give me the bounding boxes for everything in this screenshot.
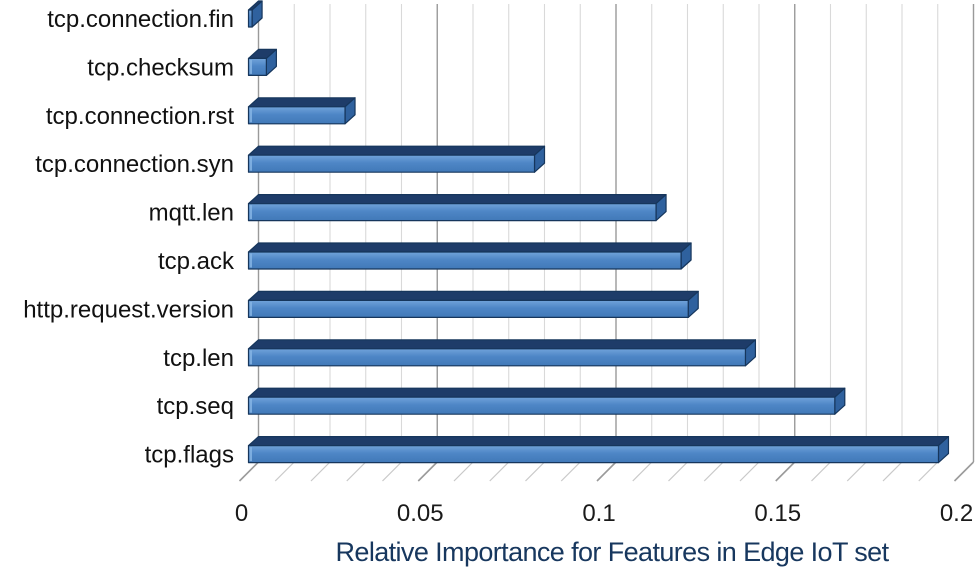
floor-tick-major	[953, 461, 975, 482]
floor-tick-minor	[310, 461, 331, 482]
bar-bevel-highlight	[249, 59, 252, 74]
bar-front-face	[247, 203, 657, 222]
bar-front-face	[247, 348, 747, 367]
floor-tick-minor	[882, 461, 903, 482]
x-tick-label-0: 0	[235, 500, 248, 527]
category-label-tcp.ack: tcp.ack	[158, 248, 235, 275]
bar-top-face	[247, 339, 757, 350]
bar-top-face	[247, 290, 699, 301]
bar-http.request.version	[247, 290, 699, 318]
bar-tcp.checksum	[247, 48, 277, 77]
bar-top-face	[247, 145, 546, 156]
category-label-tcp.connection.syn: tcp.connection.syn	[35, 151, 234, 178]
floor-tick-minor	[846, 461, 867, 482]
bar-tcp.connection.syn	[247, 145, 546, 173]
bar-front-face	[247, 299, 689, 318]
floor-tick-minor	[560, 461, 581, 482]
floor-tick-minor	[274, 461, 295, 482]
category-label-tcp.flags: tcp.flags	[145, 442, 234, 469]
floor-tick-minor	[811, 461, 831, 482]
bar-tcp.len	[247, 339, 757, 367]
bar-bevel-highlight	[249, 350, 252, 365]
bar-front-face	[247, 57, 267, 77]
bar-front-face	[247, 154, 536, 173]
bar-tcp.flags	[247, 436, 950, 464]
bar-bevel-highlight	[249, 108, 252, 123]
bar-bevel-highlight	[249, 205, 252, 220]
floor-tick-major	[417, 461, 438, 482]
floor-tick-minor	[918, 461, 939, 482]
floor-tick-minor	[453, 461, 474, 482]
x-tick-label-0.1: 0.1	[582, 500, 615, 527]
floor-tick-major	[596, 461, 617, 482]
floor-tick-major	[238, 461, 260, 482]
category-label-tcp.seq: tcp.seq	[157, 393, 234, 420]
bar-top-face	[247, 194, 667, 205]
x-tick-label-0.2: 0.2	[940, 500, 973, 527]
bar-bevel-highlight	[249, 447, 252, 462]
bar-tcp.ack	[247, 242, 692, 270]
floor-tick-minor	[382, 461, 402, 482]
bar-bevel-highlight	[249, 253, 252, 268]
floor-tick-minor	[703, 461, 724, 482]
floor-tick-minor	[668, 461, 688, 482]
bar-tcp.connection.fin	[247, 0, 263, 28]
bar-top-face	[247, 242, 692, 253]
bar-front-face	[247, 396, 836, 415]
bar-tcp.connection.rst	[247, 97, 356, 125]
bar-mqtt.len	[247, 194, 667, 222]
floor-tick-major	[775, 461, 796, 482]
bar-top-face	[247, 436, 950, 447]
x-tick-label-0.15: 0.15	[754, 500, 801, 527]
floor-tick-minor	[525, 461, 545, 482]
bar-front-face	[247, 9, 253, 28]
category-label-tcp.len: tcp.len	[163, 345, 234, 372]
bar-top-face	[247, 387, 846, 398]
category-label-http.request.version: http.request.version	[23, 296, 234, 323]
bar-bevel-highlight	[249, 398, 252, 413]
floor-tick-minor	[489, 461, 510, 482]
bar-front-face	[247, 251, 682, 270]
floor-tick-minor	[739, 461, 760, 482]
floor-tick-minor	[346, 461, 367, 482]
category-label-tcp.checksum: tcp.checksum	[87, 54, 234, 81]
floor-tick-minor	[632, 461, 653, 482]
category-label-tcp.connection.rst: tcp.connection.rst	[46, 103, 234, 130]
x-tick-label-0.05: 0.05	[397, 500, 444, 527]
x-axis-title: Relative Importance for Features in Edge…	[335, 537, 890, 567]
bar-front-face	[247, 106, 346, 125]
bar-bevel-highlight	[249, 301, 252, 316]
bar-tcp.seq	[247, 387, 846, 415]
bar-bevel-highlight	[249, 156, 252, 171]
category-label-mqtt.len: mqtt.len	[149, 200, 234, 227]
bar-top-face	[247, 97, 356, 108]
bar-front-face	[247, 445, 940, 464]
category-label-tcp.connection.fin: tcp.connection.fin	[47, 6, 234, 33]
